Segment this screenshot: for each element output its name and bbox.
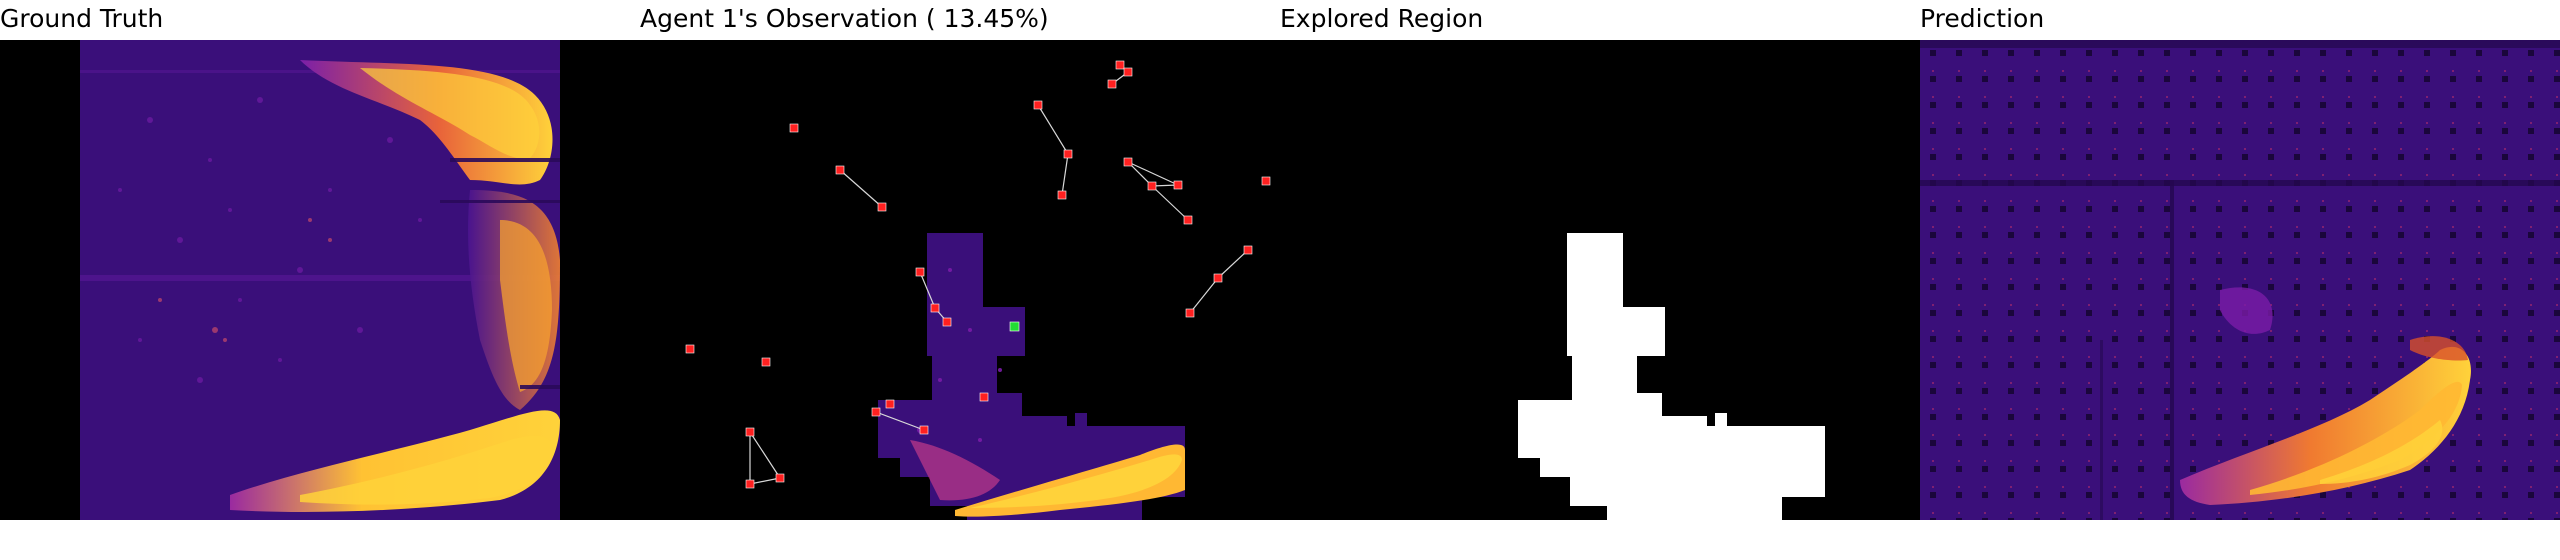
explored-region-title: Explored Region [1280, 4, 1484, 33]
prediction-heatmap [1920, 40, 2560, 520]
ground-truth-heatmap [0, 40, 640, 520]
prediction-title: Prediction [1920, 4, 2045, 33]
ground-truth-panel [0, 40, 640, 520]
observation-map [640, 40, 1280, 520]
explored-area [1518, 233, 1825, 520]
explored-region-mask [1280, 40, 1920, 520]
explored-region-panel [1280, 40, 1920, 520]
agent-markers [685, 60, 1271, 489]
self-agent-marker [1009, 321, 1020, 332]
observation-title: Agent 1's Observation ( 13.45%) [640, 4, 1049, 33]
prediction-panel [1920, 40, 2560, 520]
observation-panel [640, 40, 1280, 520]
observed-region [878, 233, 1185, 520]
ground-truth-title: Ground Truth [0, 4, 164, 33]
